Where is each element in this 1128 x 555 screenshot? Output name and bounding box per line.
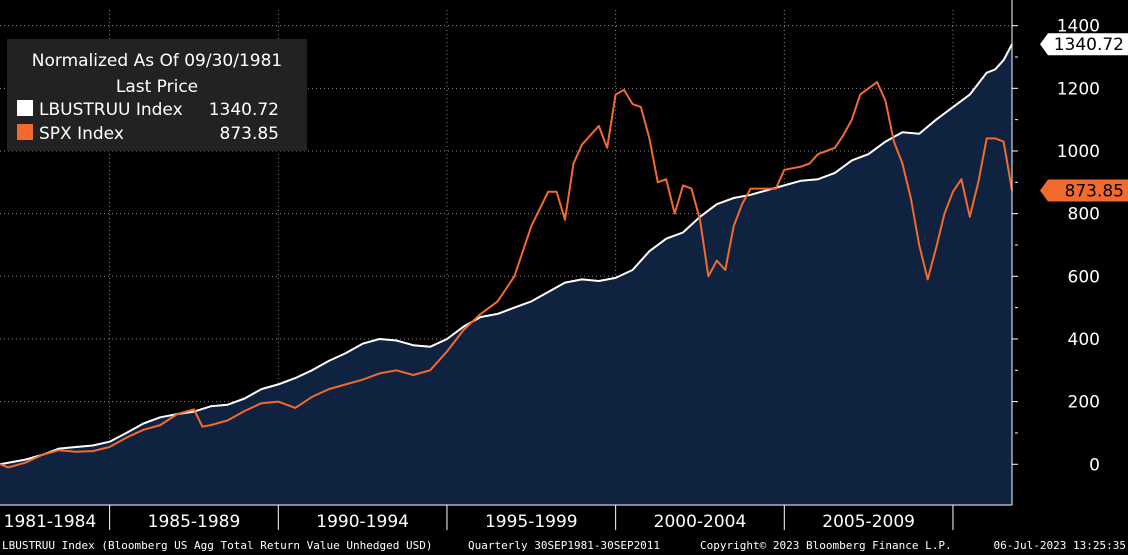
footer-timestamp: 06-Jul-2023 13:25:35: [994, 539, 1126, 552]
axes: [0, 0, 1013, 506]
series-area-lbustruu: [0, 44, 1012, 505]
y-tick-label: 1000: [1057, 142, 1100, 162]
x-tick-label: 2005-2009: [822, 512, 915, 532]
last-value-spx: 873.85: [1040, 179, 1128, 202]
y-tick-label: 0: [1089, 455, 1100, 475]
x-tick-labels: 1981-1984 1985-1989 1990-1994 1995-1999 2000…: [4, 505, 954, 532]
y-tick-labels: 0 200 400 600 800 1000 1200 1400: [1012, 17, 1100, 475]
y-tick-label: 800: [1068, 205, 1100, 225]
footer-description: LBUSTRUU Index (Bloomberg US Agg Total R…: [2, 539, 432, 552]
legend-subtitle: Last Price: [116, 77, 198, 97]
footer: LBUSTRUU Index (Bloomberg US Agg Total R…: [2, 539, 1126, 552]
y-tick-label: 1200: [1057, 79, 1100, 99]
legend-box: Normalized As Of 09/30/1981 Last Price L…: [7, 39, 307, 151]
footer-frequency: Quarterly 30SEP1981-30SEP2011: [468, 539, 660, 552]
x-tick-label: 1995-1999: [485, 512, 578, 532]
last-value-spx-text: 873.85: [1065, 182, 1124, 202]
legend-title: Normalized As Of 09/30/1981: [32, 51, 282, 71]
last-value-lbustruu-bg: [1040, 33, 1128, 56]
y-tick-label: 400: [1068, 330, 1100, 350]
footer-copyright: Copyright© 2023 Bloomberg Finance L.P.: [700, 539, 952, 552]
legend-swatch-lbustruu: [17, 100, 33, 116]
series-lines: [0, 43, 1013, 469]
x-tick-label: 2000-2004: [654, 512, 747, 532]
last-value-lbustruu-text: 1340.72: [1054, 35, 1124, 55]
legend-swatch-spx: [17, 124, 33, 140]
x-tick-label: 1990-1994: [316, 512, 409, 532]
last-value-spx-bg: [1040, 179, 1128, 202]
last-value-lbustruu: 1340.72: [1040, 33, 1128, 56]
legend-background: [7, 39, 307, 151]
legend-value-spx: 873.85: [220, 124, 279, 144]
last-value-labels: 1340.72 873.85: [1040, 33, 1128, 202]
x-tick-label: 1985-1989: [148, 512, 241, 532]
legend-label-spx: SPX Index: [39, 124, 124, 144]
legend-value-lbustruu: 1340.72: [209, 100, 279, 120]
lbustruu-area: [0, 44, 1012, 505]
series-line-spx: [0, 81, 1013, 469]
x-tick-label: 1981-1984: [4, 512, 97, 532]
y-tick-label: 600: [1068, 267, 1100, 287]
y-tick-label: 1400: [1057, 17, 1100, 37]
legend-label-lbustruu: LBUSTRUU Index: [39, 100, 183, 120]
y-tick-label: 200: [1068, 393, 1100, 413]
